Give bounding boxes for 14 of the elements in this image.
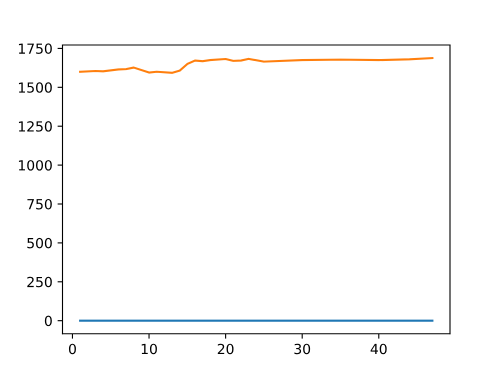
- y-tick-label: 1000: [18, 160, 52, 171]
- line-series: [79, 57, 434, 74]
- x-tick-label: 30: [294, 344, 310, 354]
- y-tick-label: 0: [44, 316, 52, 326]
- y-tick-label: 750: [27, 198, 52, 210]
- y-tick-label: 1500: [18, 82, 52, 93]
- x-tick-label: 40: [370, 344, 387, 354]
- y-tick-label: 500: [27, 238, 52, 248]
- x-tick-label: 10: [142, 344, 157, 354]
- y-tick-label: 1250: [18, 121, 52, 132]
- y-tick-label: 250: [27, 276, 52, 288]
- x-tick-label: 20: [218, 344, 234, 354]
- x-tick-label: 0: [68, 344, 76, 354]
- y-tick-label: 1750: [18, 43, 52, 54]
